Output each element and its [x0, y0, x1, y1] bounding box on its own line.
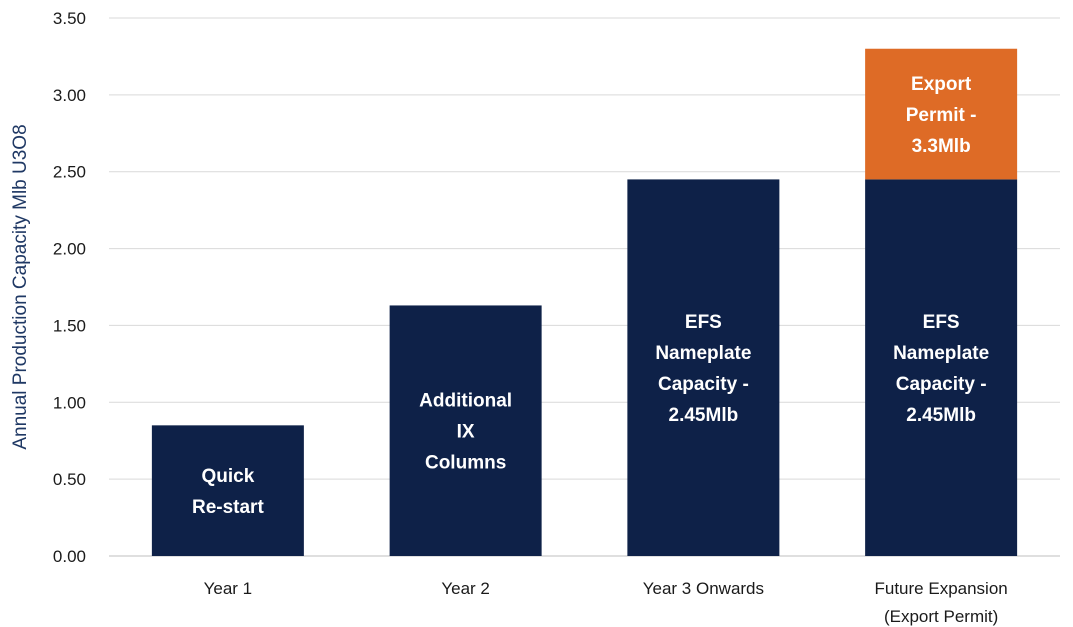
y-tick-label: 3.50: [53, 9, 86, 28]
y-axis-title: Annual Production Capacity Mlb U3O8: [10, 124, 31, 449]
y-tick-label: 1.00: [53, 393, 86, 412]
bar-data-label: Export: [911, 74, 972, 95]
bar-data-label: Quick: [201, 466, 254, 487]
bar-data-label: Permit -: [906, 105, 977, 126]
bar-base-2: [627, 179, 780, 556]
y-tick-label: 0.50: [53, 470, 86, 489]
y-tick-label: 2.50: [53, 163, 86, 182]
bar-stack-3: [865, 48, 1018, 180]
x-tick-label: (Export Permit): [884, 607, 998, 626]
x-tick-label: Year 3 Onwards: [643, 579, 764, 598]
bar-data-label: Nameplate: [655, 343, 751, 364]
bar-labels: Quick Re-start Additional IX Columns EFS Namep…: [192, 74, 989, 518]
x-axis-ticks: Year 1 Year 2 Year 3 Onwards Future Expansi…: [204, 579, 1008, 626]
x-tick-label: Year 2: [441, 579, 490, 598]
bar-data-label: Additional: [419, 391, 512, 412]
bar-data-label: Capacity -: [896, 374, 987, 395]
bar-base-0: [151, 425, 304, 556]
y-tick-label: 3.00: [53, 86, 86, 105]
x-tick-label: Future Expansion: [875, 579, 1008, 598]
x-tick-label: Year 1: [204, 579, 253, 598]
bar-base-1: [389, 305, 542, 556]
bar-data-label: Columns: [425, 453, 506, 474]
bar-data-label: EFS: [923, 312, 960, 333]
bar-data-label: Re-start: [192, 497, 264, 518]
bar-base-3: [865, 179, 1018, 556]
bar-data-label: EFS: [685, 312, 722, 333]
bar-data-label: 2.45Mlb: [669, 405, 739, 426]
bar-data-label: IX: [457, 422, 475, 443]
bar-data-label: 3.3Mlb: [912, 136, 971, 157]
bar-data-label: Nameplate: [893, 343, 989, 364]
y-tick-label: 0.00: [53, 547, 86, 566]
y-axis-ticks: 0.00 0.50 1.00 1.50 2.00 2.50 3.00 3.50: [53, 9, 86, 566]
y-tick-label: 2.00: [53, 240, 86, 259]
bar-data-label: Capacity -: [658, 374, 749, 395]
y-tick-label: 1.50: [53, 316, 86, 335]
bars: [151, 48, 1018, 556]
bar-data-label: 2.45Mlb: [906, 405, 976, 426]
